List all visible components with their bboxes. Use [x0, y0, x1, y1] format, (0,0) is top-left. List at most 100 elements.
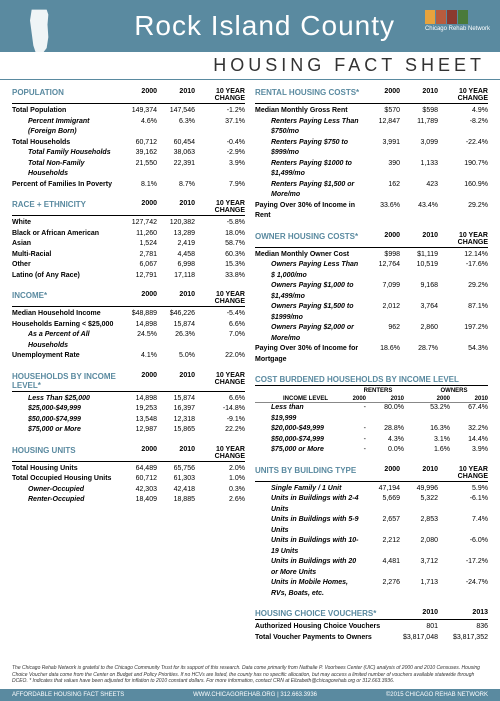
table-row: Single Family / 1 Unit 47,194 49,996 5.9… [255, 484, 488, 495]
row-label: Total Housing Units [12, 464, 119, 475]
cell: 12,847 [362, 117, 400, 138]
row-label: Total Voucher Payments to Owners [255, 633, 388, 644]
col-header: 2000 [362, 466, 400, 480]
section-title: UNITS BY BUILDING TYPE [255, 466, 362, 480]
table-row: Less Than $25,000 14,898 15,874 6.6% [12, 394, 245, 405]
content-area: POPULATION 2000 2010 10 YEAR CHANGE Tota… [0, 80, 500, 661]
footer-center: WWW.CHICAGOREHAB.ORG | 312.663.3936 [193, 692, 317, 698]
table-row: Total Voucher Payments to Owners $3,817,… [255, 633, 488, 644]
table-row: Total Population 149,374 147,546 -1.2% [12, 106, 245, 117]
cell: 5.9% [438, 484, 488, 495]
section-header: OWNER HOUSING COSTS* 2000 2010 10 YEAR C… [255, 232, 488, 248]
table-row: Asian 1,524 2,419 58.7% [12, 239, 245, 250]
cell: 14.4% [450, 435, 488, 446]
cell: -14.8% [195, 404, 245, 415]
cell: 149,374 [119, 106, 157, 117]
cell: -2.9% [195, 148, 245, 159]
cell: 64,489 [119, 464, 157, 475]
cell: 29.2% [438, 201, 488, 222]
cell: 2,860 [400, 323, 438, 344]
table-row: Renters Paying $750 to $999/mo 3,991 3,0… [255, 138, 488, 159]
cell: - [328, 445, 366, 456]
row-label: Single Family / 1 Unit [255, 484, 362, 495]
col-header: 2010 [157, 291, 195, 305]
cell: 33.6% [362, 201, 400, 222]
cell: 18.0% [195, 229, 245, 240]
table-row: Total Households 60,712 60,454 -0.4% [12, 138, 245, 149]
cell: -22.4% [438, 138, 488, 159]
table-row: $20,000-$49,999 - 28.8% 16.3% 32.2% [255, 424, 488, 435]
cell: -8.2% [438, 117, 488, 138]
row-label: Units in Buildings with 10-19 Units [255, 536, 362, 557]
cell: 22.2% [195, 425, 245, 436]
section: INCOME* 2000 2010 10 YEAR CHANGE Median … [12, 291, 245, 362]
table-row: Less than $19,999 - 80.0% 53.2% 67.4% [255, 403, 488, 424]
cell: 16,397 [157, 404, 195, 415]
footer-right: ©2015 CHICAGO REHAB NETWORK [386, 692, 488, 698]
logo-block [447, 10, 457, 24]
cell: - [328, 424, 366, 435]
row-label: Median Monthly Gross Rent [255, 106, 362, 117]
cell: 39,162 [119, 148, 157, 159]
row-label: Units in Buildings with 20 or More Units [255, 557, 362, 578]
logo-block [425, 10, 435, 24]
cell: 12,764 [362, 260, 400, 281]
cell: $598 [400, 106, 438, 117]
table-row: Median Household Income $48,889 $46,226 … [12, 309, 245, 320]
table-row: Renters Paying $1,500 or More/mo 162 423… [255, 180, 488, 201]
col-header: 10 YEAR CHANGE [438, 466, 488, 480]
logo-block [458, 10, 468, 24]
page-subtitle: HOUSING FACT SHEET [15, 55, 485, 76]
row-label: Latino (of Any Race) [12, 271, 119, 282]
cell: 15.3% [195, 260, 245, 271]
cell: 197.2% [438, 323, 488, 344]
section-header: UNITS BY BUILDING TYPE 2000 2010 10 YEAR… [255, 466, 488, 482]
row-label: Paying Over 30% of Income for Mortgage [255, 344, 362, 365]
row-label: $75,000 or More [255, 445, 328, 456]
cell: 13,548 [119, 415, 157, 426]
col-header: 2000 [362, 88, 400, 102]
table-row: Total Non-Family Households 21,550 22,39… [12, 159, 245, 180]
cell: 8.7% [157, 180, 195, 191]
row-label: Authorized Housing Choice Vouchers [255, 622, 388, 633]
col-header: 10 YEAR CHANGE [438, 88, 488, 102]
row-label: As a Percent of All Households [12, 330, 119, 351]
row-label: Renters Paying Less Than $750/mo [255, 117, 362, 138]
cell: 6,998 [157, 260, 195, 271]
cell: 801 [388, 622, 438, 633]
vouchers-section: HOUSING CHOICE VOUCHERS* 2010 2013 Autho… [255, 609, 488, 643]
row-label: Black or African American [12, 229, 119, 240]
cell: 7,099 [362, 281, 400, 302]
cell: 7.0% [195, 330, 245, 351]
table-row: Units in Buildings with 5-9 Units 2,657 … [255, 515, 488, 536]
cell: 16.3% [412, 424, 450, 435]
cell: 28.7% [400, 344, 438, 365]
cell: 24.5% [119, 330, 157, 351]
table-row: Other 6,067 6,998 15.3% [12, 260, 245, 271]
cell: 32.2% [450, 424, 488, 435]
cell: 42,303 [119, 485, 157, 496]
cell: 423 [400, 180, 438, 201]
cell: 28.8% [366, 424, 404, 435]
row-label: Percent Immigrant (Foreign Born) [12, 117, 119, 138]
cost-burdened-section: COST BURDENED HOUSEHOLDS BY INCOME LEVEL… [255, 375, 488, 456]
subtitle-bar: HOUSING FACT SHEET [0, 52, 500, 80]
cell: 15,874 [157, 320, 195, 331]
cell: 11,260 [119, 229, 157, 240]
table-row: Units in Buildings with 2-4 Units 5,669 … [255, 494, 488, 515]
table-row: Unemployment Rate 4.1% 5.0% 22.0% [12, 351, 245, 362]
cell: 2.0% [195, 464, 245, 475]
cell: 18,885 [157, 495, 195, 506]
col-header: 2010 [157, 200, 195, 214]
table-row: Renters Paying Less Than $750/mo 12,847 … [255, 117, 488, 138]
cell: 42,418 [157, 485, 195, 496]
cell: 14,898 [119, 394, 157, 405]
table-row: Units in Mobile Homes, RVs, Boats, etc. … [255, 578, 488, 599]
cell: 160.9% [438, 180, 488, 201]
crn-logo: Chicago Rehab Network [425, 10, 490, 32]
row-label: Percent of Families In Poverty [12, 180, 119, 191]
section: POPULATION 2000 2010 10 YEAR CHANGE Tota… [12, 88, 245, 190]
cell: 2,657 [362, 515, 400, 536]
cell: $46,226 [157, 309, 195, 320]
col-header: 10 YEAR CHANGE [195, 200, 245, 214]
